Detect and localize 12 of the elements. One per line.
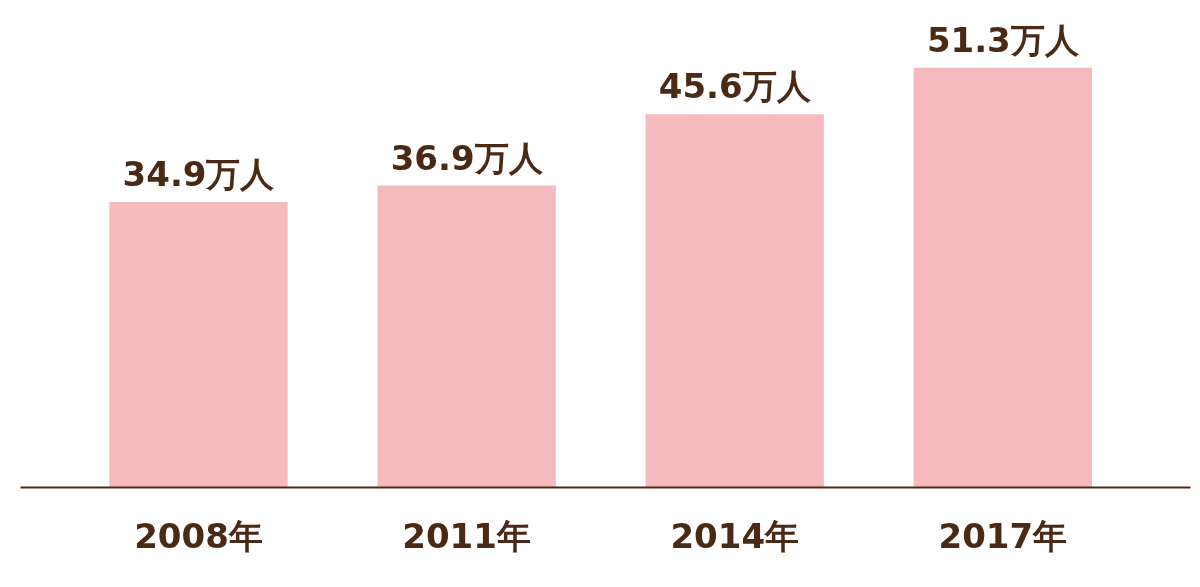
- data-label: 51.3万人: [926, 19, 1080, 60]
- bar: [913, 67, 1092, 488]
- bar: [109, 201, 288, 488]
- data-label: 45.6万人: [658, 66, 812, 107]
- bar: [377, 185, 556, 488]
- x-tick-label: 2011年: [402, 515, 531, 556]
- x-tick-label: 2017年: [938, 515, 1068, 556]
- data-label: 36.9万人: [390, 137, 544, 178]
- x-tick-label: 2008年: [134, 515, 263, 556]
- x-tick-label: 2014年: [670, 515, 800, 556]
- bar: [645, 114, 824, 488]
- data-label: 34.9万人: [122, 153, 276, 194]
